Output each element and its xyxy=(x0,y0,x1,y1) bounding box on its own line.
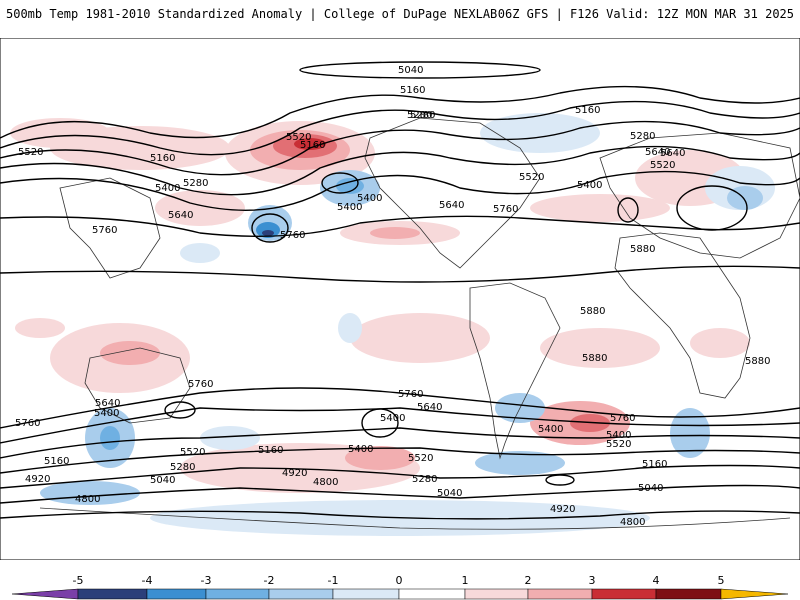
contour-label: 5280 xyxy=(410,110,435,121)
contour-label: 5760 xyxy=(493,204,518,215)
contour-label: 5520 xyxy=(408,453,433,464)
colorbar-swatch xyxy=(591,588,657,600)
colorbar-swatches xyxy=(11,588,789,600)
contour-label: 5040 xyxy=(398,65,423,76)
colorbar-tick-label: -3 xyxy=(201,574,212,587)
model-run-info: 06Z GFS | F126 Valid: 12Z MON MAR 31 202… xyxy=(497,7,794,21)
contour-label: 5160 xyxy=(642,459,667,470)
contour-label: 5040 xyxy=(638,483,663,494)
contour-label: 5880 xyxy=(580,306,605,317)
contour-label: 5400 xyxy=(357,193,382,204)
contour-label: 5400 xyxy=(155,183,180,194)
contour-label: 5520 xyxy=(286,132,311,143)
anomaly-shading xyxy=(10,113,775,536)
contour-label: 5760 xyxy=(398,389,423,400)
colorbar-tick-label: 5 xyxy=(718,574,725,587)
contour-label: 4920 xyxy=(550,504,575,515)
contour-labels: 5040 5160 5280 5520 5160 5280 5640 5760 … xyxy=(15,65,770,528)
contour-label: 5280 xyxy=(183,178,208,189)
contour-label: 5520 xyxy=(519,172,544,183)
contour-label: 4920 xyxy=(25,474,50,485)
contour-label: 5400 xyxy=(538,424,563,435)
contour-label: 4800 xyxy=(313,477,338,488)
colorbar-tick-label: -4 xyxy=(142,574,153,587)
contour-label: 5280 xyxy=(407,110,432,121)
colorbar-swatch xyxy=(464,588,529,600)
colorbar-swatch xyxy=(398,588,466,600)
contour-label: 5880 xyxy=(745,356,770,367)
contour-label: 5160 xyxy=(575,105,600,116)
colorbar-swatch xyxy=(720,588,789,600)
colorbar-tick-label: -2 xyxy=(264,574,275,587)
contour-label: 5640 xyxy=(417,402,442,413)
contour-label: 5640 xyxy=(645,147,670,158)
contour-label: 5400 xyxy=(348,444,373,455)
colorbar-swatch xyxy=(655,588,722,600)
colorbar-swatch xyxy=(205,588,270,600)
contour-label: 5520 xyxy=(180,447,205,458)
contour-label: 5520 xyxy=(18,147,43,158)
contour-label: 5160 xyxy=(300,140,325,151)
contour-label: 5520 xyxy=(650,160,675,171)
contour-label: 4920 xyxy=(282,468,307,479)
contour-label: 5640 xyxy=(439,200,464,211)
contour-label: 5160 xyxy=(400,85,425,96)
map-title: 500mb Temp 1981-2010 Standardized Anomal… xyxy=(6,7,498,21)
contour-label: 5400 xyxy=(94,408,119,419)
contour-label: 5520 xyxy=(606,439,631,450)
colorbar-tick-label: 3 xyxy=(589,574,596,587)
contour-label: 5280 xyxy=(412,474,437,485)
colorbar-swatch xyxy=(11,588,79,600)
contour-label: 5160 xyxy=(258,445,283,456)
contour-label: 5640 xyxy=(660,148,685,159)
contour-label: 5160 xyxy=(44,456,69,467)
colorbar-tick-label: -5 xyxy=(73,574,84,587)
contour-label: 5760 xyxy=(610,413,635,424)
header-bar: 500mb Temp 1981-2010 Standardized Anomal… xyxy=(0,0,800,30)
contour-label: 5160 xyxy=(150,153,175,164)
colorbar-swatch xyxy=(332,588,400,600)
contour-label: 5760 xyxy=(92,225,117,236)
contour-label: 5640 xyxy=(168,210,193,221)
colorbar-swatch xyxy=(77,588,148,600)
contour-label: 5400 xyxy=(606,430,631,441)
colorbar-swatch xyxy=(268,588,334,600)
contour-label: 5400 xyxy=(337,202,362,213)
height-contours xyxy=(0,61,800,520)
colorbar-ticks: -5 -4 -3 -2 -1 0 1 2 3 4 5 xyxy=(73,574,725,587)
contour-label: 4800 xyxy=(75,494,100,505)
anomaly-map: 5040 5160 5280 5520 5160 5280 5640 5760 … xyxy=(0,38,800,560)
contour-label: 5280 xyxy=(630,131,655,142)
contour-label: 5640 xyxy=(95,398,120,409)
contour-label: 5400 xyxy=(380,413,405,424)
colorbar-swatch xyxy=(527,588,593,600)
contour-label: 5040 xyxy=(437,488,462,499)
contour-label: 5400 xyxy=(577,180,602,191)
colorbar-tick-label: 2 xyxy=(525,574,532,587)
contour-label: 5040 xyxy=(150,475,175,486)
contour-label: 5760 xyxy=(280,230,305,241)
colorbar-swatch xyxy=(146,588,207,600)
contour-label: 5880 xyxy=(630,244,655,255)
contour-label: 5880 xyxy=(582,353,607,364)
colorbar-tick-label: 1 xyxy=(462,574,469,587)
colorbar-tick-label: -1 xyxy=(328,574,339,587)
colorbar: -5 -4 -3 -2 -1 0 1 2 3 4 5 xyxy=(11,574,789,600)
colorbar-tick-label: 0 xyxy=(396,574,403,587)
contour-label: 5760 xyxy=(15,418,40,429)
contour-label: 5280 xyxy=(170,462,195,473)
contour-label: 4800 xyxy=(620,517,645,528)
contour-label: 5760 xyxy=(188,379,213,390)
colorbar-tick-label: 4 xyxy=(653,574,660,587)
